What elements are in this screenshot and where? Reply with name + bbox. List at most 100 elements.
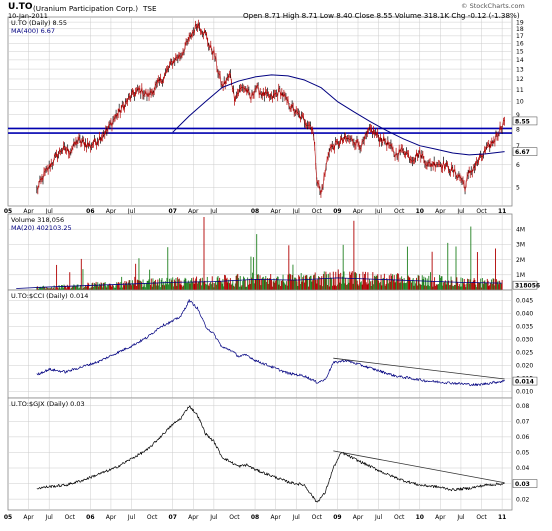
bottom-xtick-label-23: Oct (476, 514, 487, 521)
ma-last-badge-box (512, 147, 538, 156)
volume-ytick-label-3: 4M (516, 226, 525, 233)
price-xtick-label-4: Apr (106, 208, 117, 215)
bottom-xtick-label-19: Oct (394, 514, 405, 521)
price-xtick-label-20: Oct (476, 208, 487, 215)
gjx-last-badge-box (512, 479, 538, 488)
price-ytick-label-7: 12 (516, 76, 524, 83)
cci-ytick-label-0: 0.010 (516, 389, 533, 396)
bottom-xtick-label-24: 11 (498, 514, 506, 521)
cci-trendline (333, 357, 505, 380)
bottom-xtick-label-14: Jul (292, 514, 301, 521)
bottom-xtick-label-7: Oct (147, 514, 158, 521)
price-ytick-label-10: 15 (516, 49, 524, 56)
bottom-xtick-label-9: Apr (188, 514, 199, 521)
cci-ytick-label-3: 0.025 (516, 350, 533, 357)
price-xtick-label-21: 11 (498, 208, 506, 215)
company-name: (Uranium Participation Corp.) (33, 4, 138, 13)
gjx-line (36, 405, 505, 503)
gjx-legend-0: U.TO:$GJX (Daily) 0.03 (11, 400, 85, 408)
gjx-ytick-label-4: 0.06 (516, 434, 530, 441)
stockcharts-watermark: © StockCharts.com (461, 2, 525, 10)
volume-ytick-label-1: 2M (516, 257, 525, 264)
price-panel (7, 16, 513, 207)
cci-line (36, 299, 505, 387)
bottom-xtick-label-16: 09 (333, 514, 341, 521)
bottom-xtick-label-22: Jul (456, 514, 465, 521)
cci-ytick-label-5: 0.035 (516, 324, 533, 331)
cci-ytick-label-7: 0.045 (516, 298, 533, 305)
price-last-badge-box (512, 116, 538, 126)
price-xtick-label-12: Oct (312, 208, 323, 215)
gjx-ytick-label-0: 0.02 (516, 496, 530, 503)
cci-ytick-label-2: 0.020 (516, 363, 533, 370)
bottom-xtick-label-5: Apr (106, 514, 117, 521)
price-ytick-label-13: 18 (516, 26, 524, 33)
volume-last-badge-box (512, 280, 538, 290)
bottom-xtick-label-18: Jul (374, 514, 383, 521)
price-xtick-label-3: 06 (86, 208, 94, 215)
bottom-xtick-label-15: Oct (312, 514, 323, 521)
price-ytick-label-9: 14 (516, 57, 524, 64)
chart-date: 10-Jan-2011 (8, 12, 48, 20)
price-legend-1: MA(400) 6.67 (11, 27, 55, 35)
price-last-badge-text: 8.55 (515, 118, 530, 125)
price-xtick-label-6: 07 (169, 208, 177, 215)
price-xtick-label-0: 05 (4, 208, 12, 215)
cci-ytick-label-6: 0.040 (516, 311, 533, 318)
price-ytick-label-12: 17 (516, 33, 524, 40)
price-ytick-label-0: 5 (516, 185, 520, 192)
volume-ytick-label-2: 3M (516, 242, 525, 249)
volume-legend-0: Volume 318,056 (11, 216, 64, 224)
price-xtick-label-5: Jul (127, 208, 136, 215)
gjx-ytick-label-3: 0.05 (516, 450, 530, 457)
bottom-xtick-label-20: 10 (416, 514, 424, 521)
cci-last-badge-text: 0.014 (515, 378, 534, 385)
price-xtick-label-1: Apr (23, 208, 34, 215)
price-xtick-label-17: 10 (416, 208, 424, 215)
price-line (36, 23, 505, 195)
bottom-xtick-label-8: 07 (169, 514, 177, 521)
volume-ytick-label-0: 1M (516, 272, 525, 279)
price-xtick-label-18: Apr (435, 208, 446, 215)
price-ytick-label-14: 19 (516, 19, 524, 26)
price-xtick-label-19: Jul (456, 208, 465, 215)
cci-last-badge-box (512, 376, 538, 386)
price-xtick-label-14: Apr (353, 208, 364, 215)
price-ytick-label-11: 16 (516, 41, 524, 48)
cci-ytick-label-4: 0.030 (516, 337, 533, 344)
ma400-line (172, 74, 505, 156)
price-ytick-label-4: 9 (516, 112, 520, 119)
bottom-xtick-label-0: 05 (4, 514, 12, 521)
bottom-xtick-label-4: 06 (86, 514, 94, 521)
price-ytick-label-5: 10 (516, 99, 524, 106)
gjx-panel (7, 397, 513, 511)
volume-last-badge-text: 318056 (515, 283, 540, 290)
bottom-xtick-label-2: Jul (45, 514, 54, 521)
bottom-xtick-label-21: Apr (435, 514, 446, 521)
cci-legend-0: U.TO:$CCI (Daily) 0.014 (11, 292, 88, 300)
bottom-xtick-label-17: Apr (353, 514, 364, 521)
bottom-xtick-label-6: Jul (127, 514, 136, 521)
price-ytick-label-8: 13 (516, 66, 524, 73)
price-legend-0: U.TO (Daily) 8.55 (11, 19, 67, 27)
price-xtick-label-13: 09 (333, 208, 341, 215)
bottom-xtick-label-11: Oct (229, 514, 240, 521)
price-xtick-label-9: 08 (251, 208, 259, 215)
volume-ma20-line (16, 277, 503, 289)
cci-panel (7, 289, 513, 399)
bottom-xtick-label-3: Oct (65, 514, 76, 521)
price-xtick-label-2: Jul (45, 208, 54, 215)
price-xtick-label-8: Jul (209, 208, 218, 215)
gjx-ytick-label-6: 0.08 (516, 403, 530, 410)
price-xtick-label-15: Jul (374, 208, 383, 215)
gjx-ytick-label-2: 0.04 (516, 465, 530, 472)
gjx-last-badge-text: 0.03 (515, 481, 530, 488)
price-xtick-label-7: Apr (188, 208, 199, 215)
ma-last-badge-text: 6.67 (515, 149, 530, 156)
gjx-ytick-label-5: 0.07 (516, 419, 530, 426)
bottom-xtick-label-12: 08 (251, 514, 259, 521)
price-ytick-label-6: 11 (516, 87, 524, 94)
price-xtick-label-10: Apr (270, 208, 281, 215)
price-xtick-label-16: Oct (394, 208, 405, 215)
